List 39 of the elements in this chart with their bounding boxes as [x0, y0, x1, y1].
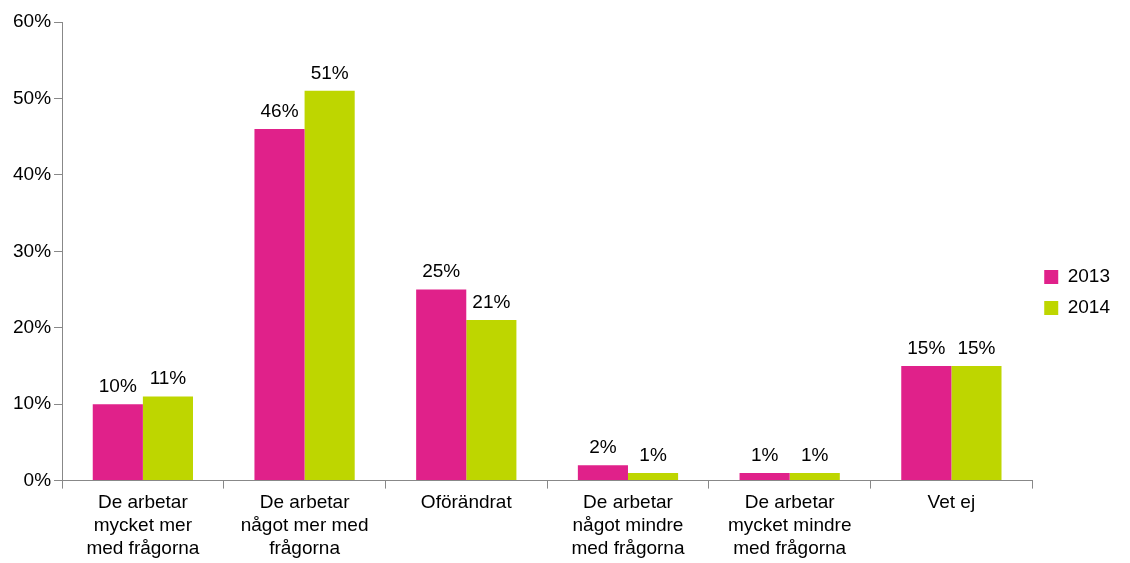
data-label: 21% [472, 290, 511, 312]
data-label: 1% [801, 443, 829, 465]
y-tick-label: 50% [13, 86, 52, 108]
y-tick-label: 60% [13, 10, 52, 32]
bar [739, 472, 790, 481]
bar [304, 90, 355, 481]
x-tick-label: De arbetar mycket mindre med frågorna [727, 491, 852, 558]
data-label: 10% [98, 374, 137, 396]
x-tick-label: Oförändrat [420, 491, 513, 513]
bar [92, 404, 143, 481]
y-tick-label: 10% [13, 392, 52, 414]
data-label: 2% [589, 436, 617, 458]
x-tick-label: De arbetar mycket mer med frågorna [86, 491, 200, 558]
data-label: 25% [422, 260, 461, 282]
y-tick-label: 0% [23, 468, 52, 490]
bar [254, 129, 305, 481]
bar [627, 472, 679, 481]
y-tick-label: 20% [13, 315, 52, 337]
bar [466, 320, 517, 481]
data-label: 11% [149, 367, 187, 389]
bar [901, 365, 952, 481]
x-tick-label: De arbetar något mer med frågorna [240, 491, 369, 558]
data-label: 15% [907, 336, 946, 358]
legend-label: 2013 [1067, 265, 1111, 287]
data-label: 15% [957, 336, 996, 358]
y-tick-label: 30% [13, 239, 52, 261]
data-label: 1% [750, 443, 779, 465]
bar [577, 465, 628, 481]
data-label: 51% [310, 61, 349, 83]
data-label: 1% [639, 443, 667, 465]
y-tick-label: 40% [13, 163, 52, 185]
bar [951, 365, 1002, 481]
x-tick-label: Vet ej [927, 491, 976, 513]
x-tick-label: De arbetar något mindre med frågorna [571, 491, 685, 558]
bar [416, 289, 467, 481]
legend-label: 2014 [1067, 296, 1111, 318]
bar [789, 472, 840, 481]
bar [142, 396, 194, 481]
data-label: 46% [260, 99, 299, 121]
